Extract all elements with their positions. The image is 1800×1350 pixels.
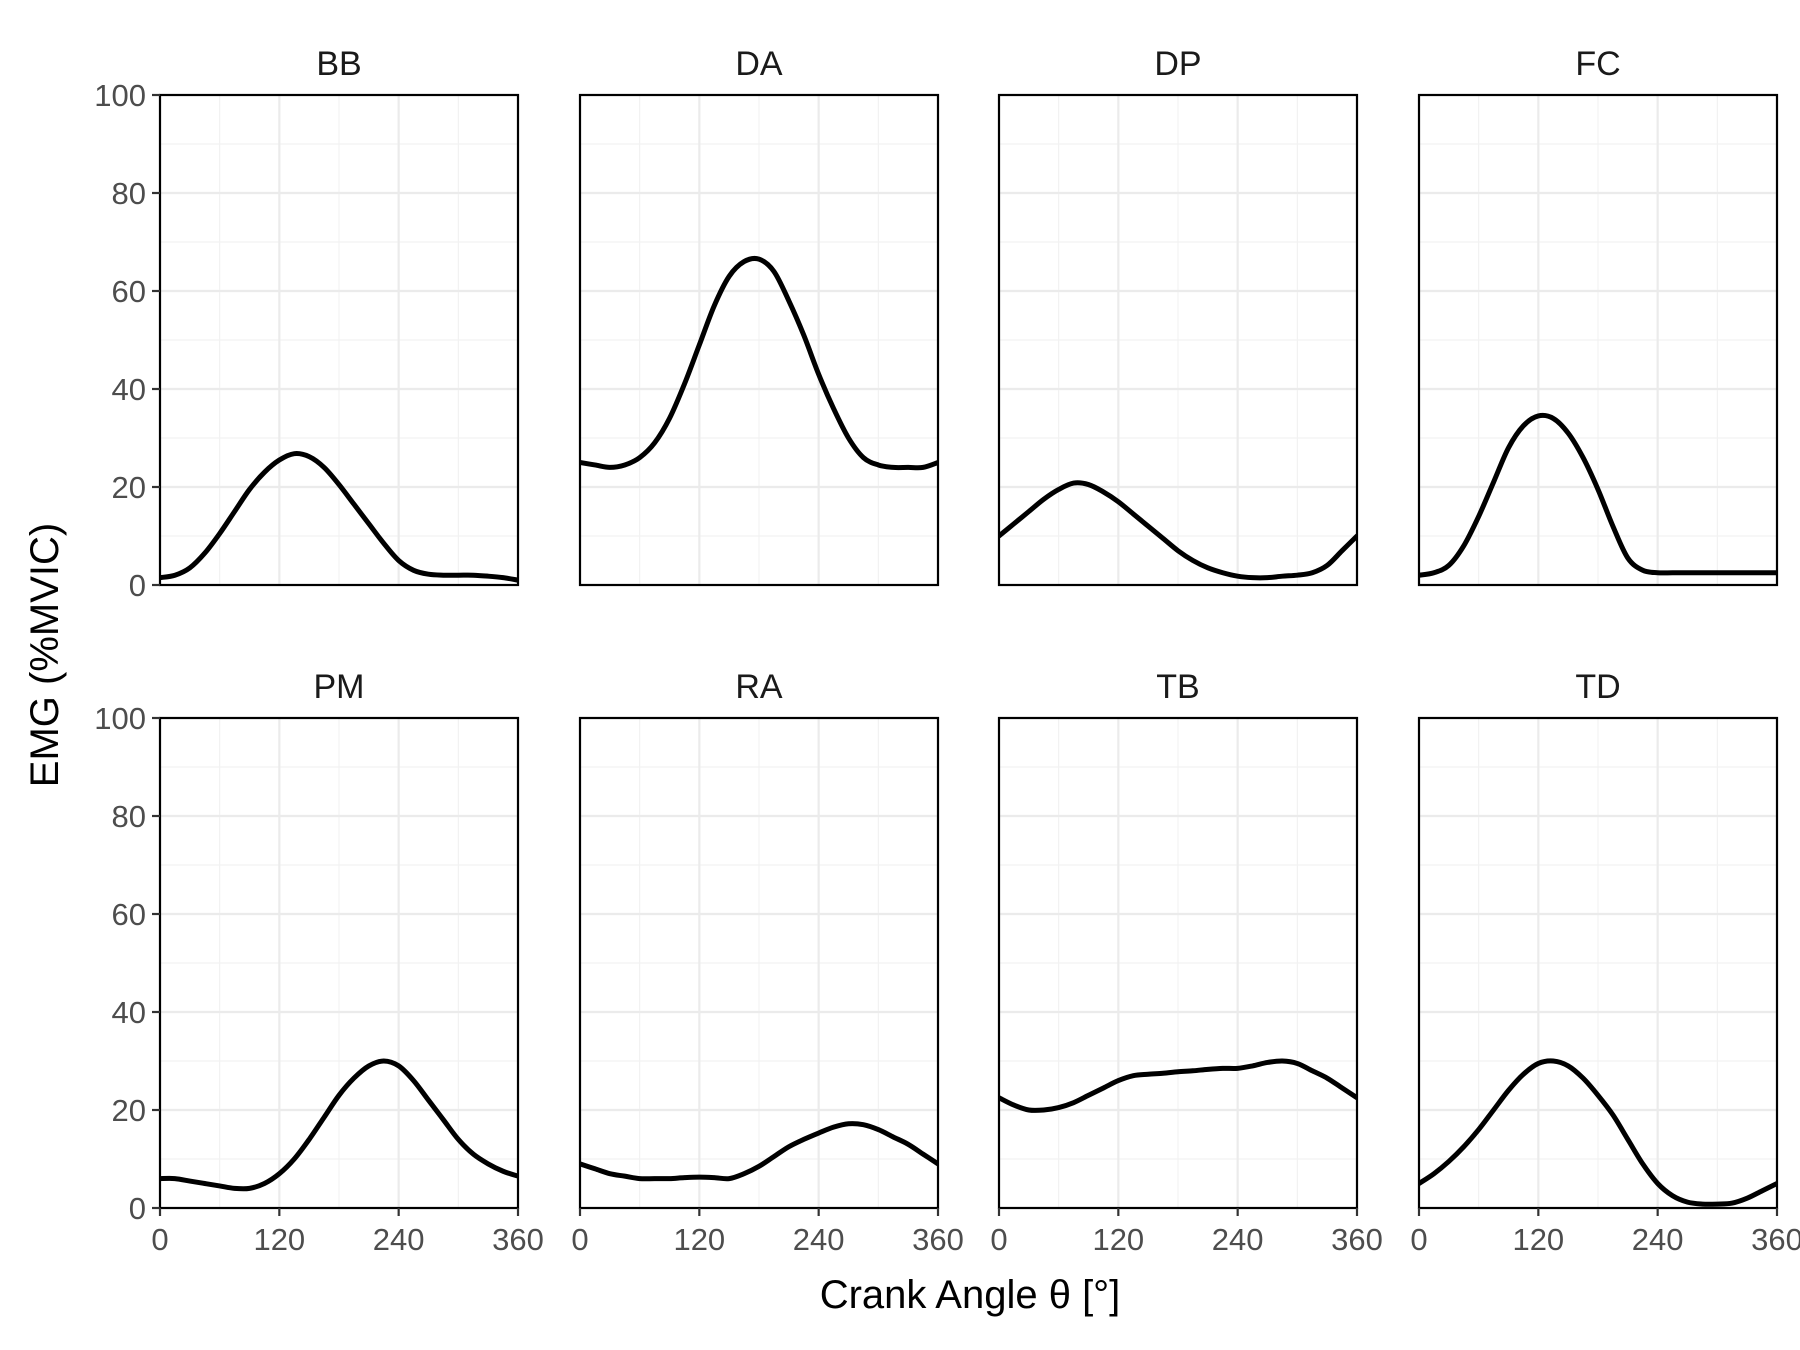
y-tick-label: 60 <box>112 897 146 932</box>
x-axis-title: Crank Angle θ [°] <box>820 1273 1121 1317</box>
y-tick-label: 0 <box>129 1191 146 1226</box>
series-line-fc <box>1419 412 1777 578</box>
panel-border <box>997 93 1359 587</box>
facet-panels: BB 0 20 40 60 80 100 DA DP FC PM 0 20 40 60 80 100 0 120 24… <box>94 45 1800 1257</box>
panel-border <box>578 716 940 1210</box>
x-tick-label: 240 <box>1212 1222 1264 1257</box>
y-tick-label: 20 <box>112 1093 146 1128</box>
panel-td: TD 0 120 240 360 <box>1410 668 1800 1257</box>
y-tick-label: 100 <box>94 701 146 736</box>
x-tick-label: 120 <box>1512 1222 1564 1257</box>
strip-label: FC <box>1575 45 1620 83</box>
x-tick-label: 120 <box>253 1222 305 1257</box>
x-tick-label: 240 <box>1632 1222 1684 1257</box>
strip-label: TB <box>1156 668 1199 706</box>
panel-da: DA <box>578 45 940 587</box>
strip-label: DP <box>1154 45 1201 83</box>
panel-tb: TB 0 120 240 360 <box>990 668 1382 1257</box>
x-tick-label: 0 <box>1410 1222 1427 1257</box>
y-tick-label: 0 <box>129 568 146 603</box>
x-tick-label: 360 <box>1331 1222 1383 1257</box>
panel-border <box>997 716 1359 1210</box>
x-tick-label: 120 <box>1092 1222 1144 1257</box>
y-tick-label: 40 <box>112 372 146 407</box>
series-line-pm <box>160 1058 518 1192</box>
x-tick-label: 0 <box>151 1222 168 1257</box>
strip-label: BB <box>316 45 361 83</box>
y-tick-label: 100 <box>94 78 146 113</box>
y-tick-label: 80 <box>112 799 146 834</box>
panel-border <box>158 716 520 1210</box>
x-tick-label: 360 <box>492 1222 544 1257</box>
x-tick-label: 240 <box>373 1222 425 1257</box>
series-line-bb <box>160 451 518 583</box>
strip-label: TD <box>1575 668 1620 706</box>
strip-label: DA <box>735 45 783 83</box>
series-line-tb <box>999 1058 1357 1113</box>
series-line-dp <box>999 480 1357 581</box>
x-tick-label: 240 <box>793 1222 845 1257</box>
strip-label: RA <box>735 668 783 706</box>
strip-label: PM <box>314 668 365 706</box>
panel-border <box>578 93 940 587</box>
x-tick-label: 360 <box>912 1222 964 1257</box>
panel-dp: DP <box>997 45 1359 587</box>
panel-border <box>1417 716 1779 1210</box>
series-line-da <box>580 255 938 471</box>
x-tick-label: 0 <box>571 1222 588 1257</box>
series-line-ra <box>580 1121 938 1182</box>
panel-border <box>1417 93 1779 587</box>
panel-ra: RA 0 120 240 360 <box>571 668 963 1257</box>
y-tick-label: 20 <box>112 470 146 505</box>
panel-pm: PM 0 20 40 60 80 100 0 120 240 360 <box>94 668 544 1257</box>
panel-border <box>158 93 520 587</box>
x-tick-label: 120 <box>673 1222 725 1257</box>
x-tick-label: 360 <box>1751 1222 1800 1257</box>
y-tick-label: 40 <box>112 995 146 1030</box>
y-axis-title: EMG (%MVIC) <box>23 523 67 787</box>
y-tick-label: 80 <box>112 176 146 211</box>
x-tick-label: 0 <box>990 1222 1007 1257</box>
series-line-td <box>1419 1058 1777 1207</box>
y-tick-label: 60 <box>112 274 146 309</box>
panel-bb: BB 0 20 40 60 80 100 <box>94 45 520 603</box>
panel-fc: FC <box>1417 45 1779 587</box>
